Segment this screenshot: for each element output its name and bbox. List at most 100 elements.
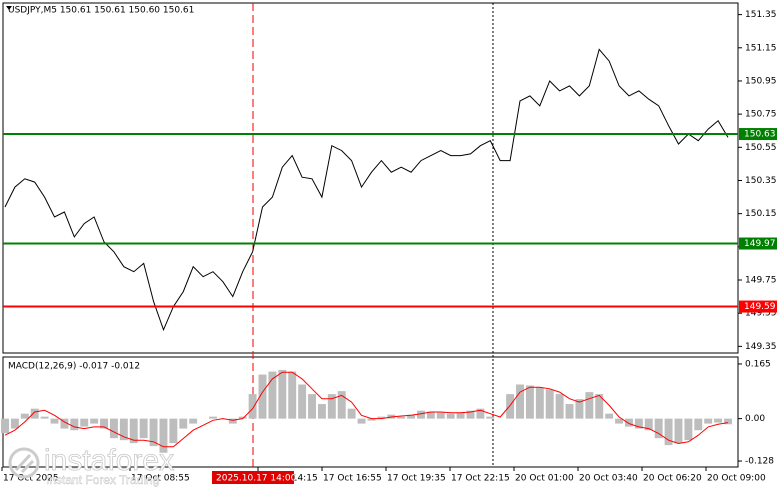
macd-bar bbox=[466, 410, 475, 419]
macd-bar bbox=[535, 387, 544, 419]
y-tick-label: 151.35 bbox=[745, 10, 777, 20]
macd-bar bbox=[664, 418, 673, 446]
macd-bar bbox=[189, 418, 198, 424]
plot-layer: 149.35149.55149.75149.95150.15150.35150.… bbox=[1, 10, 777, 484]
macd-bar bbox=[40, 416, 49, 419]
macd-bar bbox=[109, 418, 118, 439]
macd-bar bbox=[575, 399, 584, 419]
macd-bar bbox=[278, 369, 287, 419]
watermark-icon-stroke bbox=[14, 453, 35, 474]
y-tick-label: 151.15 bbox=[745, 43, 777, 53]
macd-bar bbox=[694, 418, 703, 431]
x-tick-label: 20 Oct 01:00 bbox=[515, 474, 574, 484]
macd-bar bbox=[624, 418, 633, 427]
level-label: 149.97 bbox=[744, 239, 776, 249]
macd-bar bbox=[238, 416, 247, 419]
macd-bar bbox=[228, 418, 237, 424]
macd-bar bbox=[456, 412, 465, 419]
macd-bar bbox=[446, 413, 455, 419]
y-tick-label: 0.00 bbox=[745, 414, 765, 424]
y-tick-label: -0.128 bbox=[745, 457, 774, 467]
macd-bar bbox=[90, 418, 99, 424]
macd-bar bbox=[179, 418, 188, 429]
y-tick-label: 149.55 bbox=[745, 309, 777, 319]
macd-bar bbox=[486, 416, 495, 419]
y-tick-label: 150.55 bbox=[745, 143, 777, 153]
level-label-bg bbox=[739, 300, 777, 313]
macd-bar bbox=[654, 418, 663, 439]
macd-bar bbox=[684, 418, 693, 441]
x-tick-label: 20 Oct 03:40 bbox=[579, 474, 638, 484]
macd-bar bbox=[644, 418, 653, 431]
macd-bar bbox=[674, 418, 683, 444]
macd-bar bbox=[1, 418, 9, 434]
macd-bar bbox=[436, 412, 445, 419]
macd-bar bbox=[100, 418, 109, 429]
macd-bar bbox=[377, 416, 386, 419]
y-tick-label: 149.75 bbox=[745, 276, 777, 286]
macd-bar bbox=[704, 418, 713, 424]
macd-bar bbox=[565, 404, 574, 419]
chart-title: USDJPY,M5 150.61 150.61 150.60 150.61 bbox=[8, 6, 194, 16]
macd-bar bbox=[367, 418, 376, 421]
macd-bar bbox=[714, 418, 723, 423]
macd-bar bbox=[60, 418, 69, 429]
macd-bar bbox=[209, 416, 217, 419]
macd-bar bbox=[50, 418, 59, 424]
macd-bar bbox=[119, 418, 128, 441]
macd-bar bbox=[20, 413, 29, 419]
title-arrow bbox=[6, 6, 12, 10]
macd-bar bbox=[308, 394, 316, 419]
x-tick-label: 17 Oct 19:35 bbox=[387, 474, 446, 484]
macd-bar bbox=[516, 384, 524, 419]
watermark-icon bbox=[8, 447, 40, 479]
macd-bar bbox=[129, 418, 138, 444]
macd-bar bbox=[506, 394, 515, 419]
watermark: instaforex Instant Forex Trading bbox=[8, 444, 174, 487]
macd-bar bbox=[426, 411, 435, 419]
macd-bar bbox=[139, 418, 148, 439]
macd-bar bbox=[327, 394, 336, 419]
macd-bar bbox=[417, 410, 425, 419]
macd-bar bbox=[10, 418, 19, 429]
level-label: 150.63 bbox=[744, 130, 776, 140]
macd-panel bbox=[2, 356, 739, 468]
macd-bar bbox=[525, 385, 534, 419]
macd-bar bbox=[248, 394, 257, 419]
macd-bar bbox=[605, 413, 614, 419]
x-tick-label: 17 Oct 22:15 bbox=[451, 474, 510, 484]
macd-bar bbox=[545, 389, 554, 419]
macd-bar bbox=[70, 418, 79, 431]
macd-bar bbox=[357, 418, 366, 424]
watermark-brand: instaforex bbox=[44, 444, 174, 477]
x-highlight-bg bbox=[212, 471, 294, 484]
macd-bar bbox=[80, 418, 89, 427]
x-highlight-label: 2025.10.17 14:00 bbox=[216, 474, 297, 484]
y-tick-label: 0.165 bbox=[745, 359, 771, 369]
macd-bar bbox=[407, 414, 416, 419]
macd-bar bbox=[347, 408, 356, 419]
y-tick-label: 150.15 bbox=[745, 209, 777, 219]
macd-bar bbox=[317, 404, 326, 419]
level-label: 149.59 bbox=[744, 302, 776, 312]
macd-title: MACD(12,26,9) -0.017 -0.012 bbox=[8, 362, 140, 372]
y-tick-label: 150.35 bbox=[745, 176, 777, 186]
macd-bar bbox=[298, 384, 307, 419]
level-label-bg bbox=[739, 128, 777, 141]
macd-bar bbox=[595, 394, 604, 419]
macd-bar bbox=[615, 418, 624, 424]
y-tick-label: 150.95 bbox=[745, 76, 777, 86]
macd-bar bbox=[476, 408, 485, 419]
y-tick-label: 150.75 bbox=[745, 110, 777, 120]
level-label-bg bbox=[739, 237, 777, 250]
x-tick-label: 17 Oct 16:55 bbox=[323, 474, 382, 484]
macd-bar bbox=[159, 418, 168, 453]
x-tick-label: 20 Oct 06:20 bbox=[643, 474, 702, 484]
y-tick-label: 149.35 bbox=[745, 342, 777, 352]
x-tick-label: 17 Oct 08:55 bbox=[131, 474, 190, 484]
macd-bar bbox=[169, 418, 178, 444]
macd-bar bbox=[585, 392, 594, 419]
macd-bar bbox=[258, 374, 267, 419]
x-tick-label: 17 Oct 2025 bbox=[3, 474, 59, 484]
